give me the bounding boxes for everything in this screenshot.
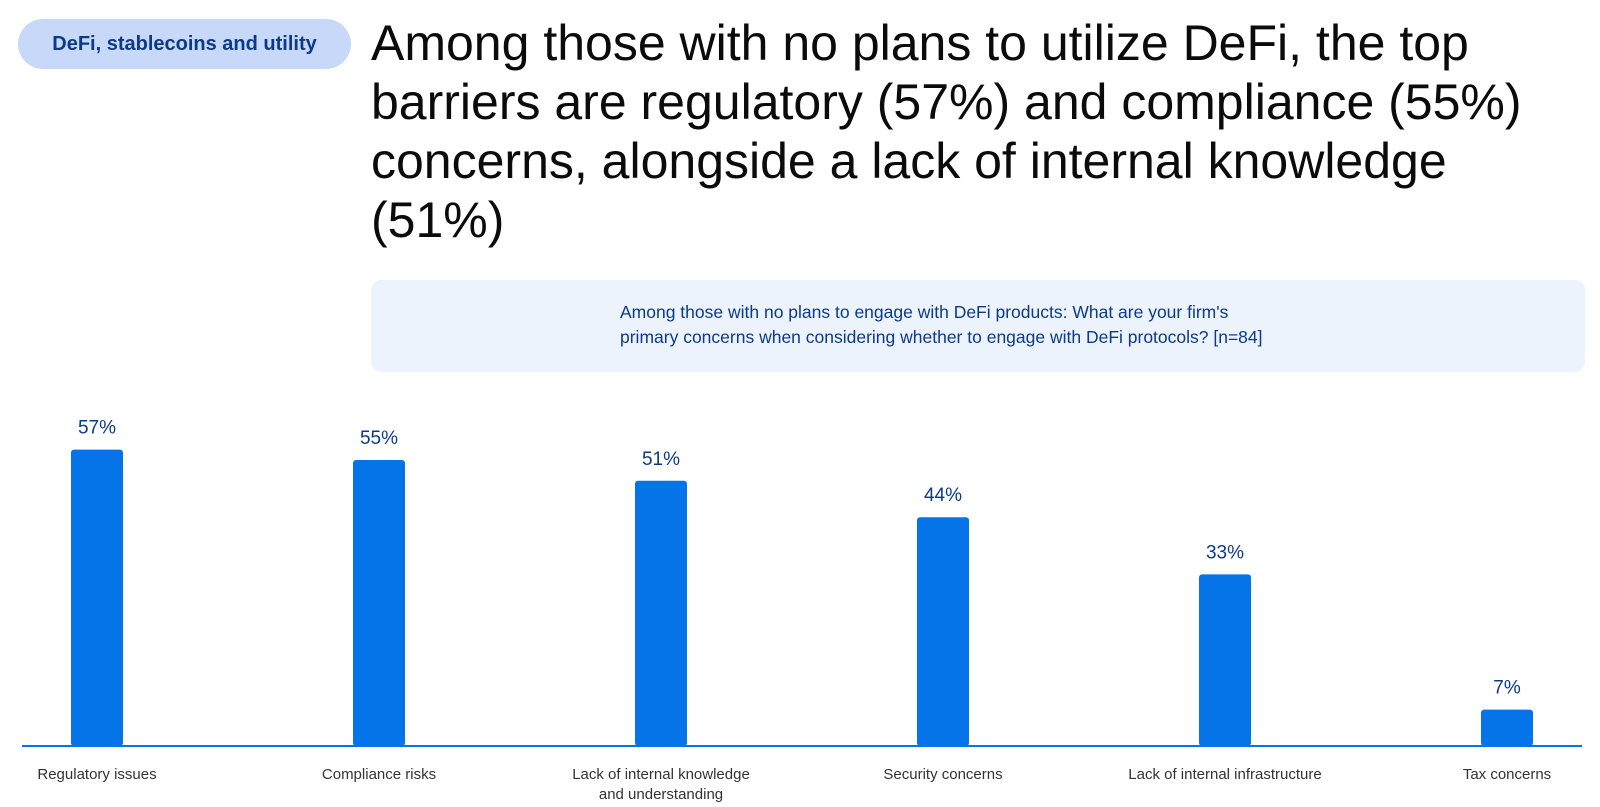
page-title: Among those with no plans to utilize DeF… bbox=[371, 15, 1522, 248]
survey-question-box: Among those with no plans to engage with… bbox=[371, 280, 1585, 372]
survey-question-line-1: Among those with no plans to engage with… bbox=[620, 302, 1229, 322]
value-label-5: 33% bbox=[1206, 542, 1244, 563]
category-label-1: Regulatory issues bbox=[37, 766, 156, 783]
bar-5 bbox=[1199, 574, 1251, 746]
value-label-3: 51% bbox=[642, 449, 680, 470]
value-label-6: 7% bbox=[1493, 678, 1521, 699]
bar-1 bbox=[71, 449, 123, 746]
bar-chart: 57% Regulatory issues 55% Compliance risks 5… bbox=[22, 418, 1582, 803]
bar-2 bbox=[353, 460, 405, 746]
bar-6 bbox=[1481, 709, 1533, 746]
category-label-6: Tax concerns bbox=[1463, 766, 1551, 783]
category-label-3: Lack of internal knowledge and understand… bbox=[572, 766, 750, 803]
survey-question: Among those with no plans to engage with… bbox=[620, 300, 1380, 350]
value-label-1: 57% bbox=[78, 418, 116, 439]
section-tag-label: DeFi, stablecoins and utility bbox=[52, 32, 317, 55]
bar-3 bbox=[635, 480, 687, 746]
value-label-4: 44% bbox=[924, 485, 962, 506]
survey-question-line-2: primary concerns when considering whethe… bbox=[620, 327, 1263, 347]
bars-group bbox=[71, 449, 1533, 746]
value-label-2: 55% bbox=[360, 428, 398, 449]
section-tag: DeFi, stablecoins and utility bbox=[18, 19, 351, 69]
category-label-5: Lack of internal infrastructure bbox=[1128, 766, 1321, 783]
labels-group: 57% Regulatory issues 55% Compliance risks 5… bbox=[37, 418, 1551, 803]
bar-4 bbox=[917, 517, 969, 746]
category-label-4: Security concerns bbox=[883, 766, 1002, 783]
category-label-2: Compliance risks bbox=[322, 766, 436, 783]
